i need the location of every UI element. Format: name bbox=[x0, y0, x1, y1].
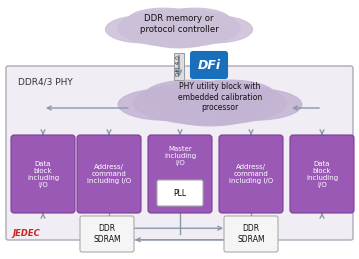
FancyBboxPatch shape bbox=[148, 135, 212, 213]
Text: DDR4/3 PHY: DDR4/3 PHY bbox=[18, 77, 73, 86]
Text: Master
including
I/O: Master including I/O bbox=[164, 146, 196, 166]
Ellipse shape bbox=[145, 80, 235, 109]
FancyBboxPatch shape bbox=[80, 216, 134, 252]
FancyBboxPatch shape bbox=[191, 52, 227, 78]
Text: Address/
command
including I/O: Address/ command including I/O bbox=[229, 164, 273, 184]
Ellipse shape bbox=[163, 97, 257, 126]
Ellipse shape bbox=[208, 89, 302, 120]
Ellipse shape bbox=[141, 23, 216, 48]
Ellipse shape bbox=[159, 8, 231, 33]
Ellipse shape bbox=[160, 87, 260, 113]
Text: Data
block
including
I/O: Data block including I/O bbox=[306, 161, 338, 188]
Text: PHY utility block with
embedded calibration
processor: PHY utility block with embedded calibrat… bbox=[178, 82, 262, 112]
Text: DDR memory or
protocol controller: DDR memory or protocol controller bbox=[140, 14, 218, 34]
Ellipse shape bbox=[178, 16, 252, 43]
Ellipse shape bbox=[134, 81, 286, 125]
Text: JEDEC: JEDEC bbox=[12, 229, 40, 239]
Text: DFI 4.0: DFI 4.0 bbox=[177, 56, 182, 76]
FancyBboxPatch shape bbox=[157, 180, 203, 206]
Ellipse shape bbox=[118, 9, 240, 47]
Ellipse shape bbox=[139, 15, 219, 36]
FancyBboxPatch shape bbox=[174, 53, 184, 80]
Ellipse shape bbox=[106, 16, 181, 43]
FancyBboxPatch shape bbox=[290, 135, 354, 213]
FancyBboxPatch shape bbox=[11, 135, 75, 213]
Ellipse shape bbox=[185, 80, 275, 109]
Text: Address/
command
including I/O: Address/ command including I/O bbox=[87, 164, 131, 184]
Text: DDR
SDRAM: DDR SDRAM bbox=[93, 224, 121, 244]
Text: Data
block
including
I/O: Data block including I/O bbox=[27, 161, 59, 188]
FancyBboxPatch shape bbox=[6, 66, 353, 240]
Text: DFi: DFi bbox=[197, 59, 220, 71]
Ellipse shape bbox=[127, 8, 199, 33]
Text: DDR
SDRAM: DDR SDRAM bbox=[237, 224, 265, 244]
FancyBboxPatch shape bbox=[77, 135, 141, 213]
Text: PLL: PLL bbox=[173, 189, 187, 198]
FancyBboxPatch shape bbox=[219, 135, 283, 213]
FancyBboxPatch shape bbox=[224, 216, 278, 252]
Ellipse shape bbox=[118, 89, 212, 120]
